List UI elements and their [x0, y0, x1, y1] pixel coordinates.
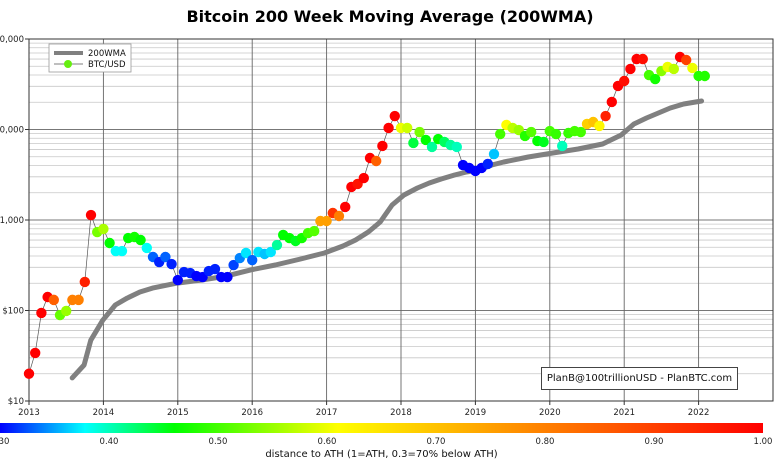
btc-price-point — [358, 172, 369, 184]
btc-price-point — [389, 110, 400, 122]
colorbar-tick-label: 0.40 — [99, 437, 119, 447]
btc-price-point — [98, 223, 109, 235]
y-tick-label: $10 — [8, 397, 24, 407]
btc-price-point — [340, 201, 351, 213]
btc-price-point — [116, 245, 128, 257]
btc-price-point — [488, 148, 500, 160]
btc-price-point — [550, 128, 562, 140]
x-tick-label: 2017 — [316, 408, 338, 418]
btc-price-point — [79, 276, 91, 288]
btc-price-point — [172, 274, 183, 286]
btc-price-point — [73, 294, 84, 306]
chart-title: Bitcoin 200 Week Moving Average (200WMA) — [186, 7, 594, 26]
btc-price-point — [606, 96, 617, 108]
x-tick-label: 2020 — [539, 408, 561, 418]
btc-price-point — [228, 259, 239, 271]
legend-label-200wma: 200WMA — [88, 49, 126, 59]
btc-price-point — [594, 120, 605, 132]
btc-price-point — [619, 75, 630, 87]
colorbar — [0, 423, 763, 433]
btc-price-point — [650, 73, 661, 85]
colorbar-tick-label: 0.30 — [0, 437, 10, 447]
btc-price-point — [321, 215, 332, 227]
y-tick-label: $100,000 — [0, 35, 24, 45]
colorbar-tick-label: 0.60 — [317, 437, 337, 447]
y-tick-label: $100 — [2, 307, 24, 317]
btc-price-point — [451, 141, 462, 153]
btc-price-point — [48, 294, 59, 306]
btc-price-point — [668, 63, 679, 75]
btc-price-point — [30, 347, 41, 359]
colorbar-tick-label: 0.80 — [535, 437, 555, 447]
watermark-annotation: PlanB@100trillionUSD - PlanBTC.com — [541, 367, 738, 390]
btc-price-point — [222, 271, 233, 283]
x-tick-label: 2019 — [465, 408, 487, 418]
x-tick-label: 2021 — [613, 408, 635, 418]
btc-price-point — [414, 126, 425, 138]
btc-price-point — [600, 110, 611, 122]
x-tick-label: 2018 — [390, 408, 412, 418]
legend-label-btc-usd: BTC/USD — [88, 60, 126, 70]
x-tick-label: 2016 — [241, 408, 263, 418]
btc-price-point — [575, 126, 586, 138]
btc-price-point — [247, 254, 258, 266]
btc-price-point — [141, 242, 152, 254]
legend-btc-marker — [64, 60, 72, 68]
x-tick-label: 2015 — [167, 408, 189, 418]
colorbar-tick-label: 1.00 — [753, 437, 773, 447]
btc-price-point — [271, 239, 283, 251]
btc-price-point — [402, 122, 413, 134]
btc-price-point — [538, 136, 549, 148]
x-tick-label: 2013 — [18, 408, 40, 418]
btc-price-point — [420, 134, 431, 146]
btc-price-point — [36, 307, 47, 319]
colorbar-tick-label: 0.50 — [208, 437, 228, 447]
btc-price-point — [383, 122, 394, 134]
btc-price-point — [482, 158, 493, 170]
btc-price-point — [699, 70, 710, 82]
btc-price-point — [135, 234, 146, 246]
btc-price-point — [23, 368, 35, 379]
btc-price-point — [333, 210, 345, 222]
y-tick-label: $1,000 — [0, 216, 24, 226]
btc-price-point — [408, 137, 419, 149]
colorbar-tick-label: 0.90 — [644, 437, 664, 447]
btc-price-point — [377, 140, 388, 152]
chart-plot: $10 $100 $1,000 $10,000 $100,000 2013 2014 2015… — [0, 35, 774, 418]
btc-price-point — [687, 62, 698, 74]
btc-price-point — [265, 246, 276, 258]
btc-price-point — [85, 209, 97, 221]
colorbar-tick-label: 0.70 — [426, 437, 446, 447]
colorbar-label: distance to ATH (1=ATH, 0.3=70% below AT… — [265, 449, 498, 460]
legend-box — [48, 43, 132, 73]
btc-price-point — [60, 305, 72, 317]
btc-price-point — [625, 63, 636, 75]
btc-price-point — [240, 247, 252, 259]
btc-price-point — [637, 53, 648, 65]
btc-price-point — [209, 263, 221, 275]
btc-price-point — [526, 126, 537, 138]
btc-price-point — [426, 141, 438, 153]
wma-line — [69, 98, 705, 381]
btc-price-point — [104, 237, 115, 249]
y-tick-label: $10,000 — [0, 126, 24, 136]
x-tick-label: 2014 — [93, 408, 115, 418]
btc-price-point — [681, 54, 692, 66]
btc-price-point — [166, 258, 177, 270]
btc-price-point — [309, 225, 320, 237]
plot-frame — [28, 38, 774, 402]
btc-price-point — [495, 128, 506, 140]
x-tick-label: 2022 — [688, 408, 710, 418]
btc-price-point — [160, 251, 171, 263]
btc-price-point — [371, 155, 382, 167]
btc-price-point — [557, 140, 568, 152]
